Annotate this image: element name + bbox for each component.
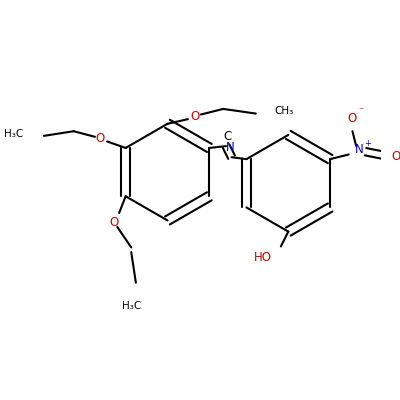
Text: ⁻: ⁻ [358, 106, 363, 116]
Text: C: C [223, 130, 231, 143]
Text: O: O [110, 216, 119, 229]
Text: N: N [226, 142, 235, 154]
Text: O: O [392, 150, 400, 163]
Text: O: O [95, 132, 104, 145]
Text: HO: HO [254, 251, 272, 264]
Text: H₃C: H₃C [122, 301, 141, 311]
Text: +: + [364, 139, 371, 148]
Text: N: N [355, 143, 363, 156]
Text: CH₃: CH₃ [274, 106, 294, 116]
Text: O: O [191, 110, 200, 123]
Text: O: O [347, 112, 356, 125]
Text: H₃C: H₃C [4, 129, 24, 139]
